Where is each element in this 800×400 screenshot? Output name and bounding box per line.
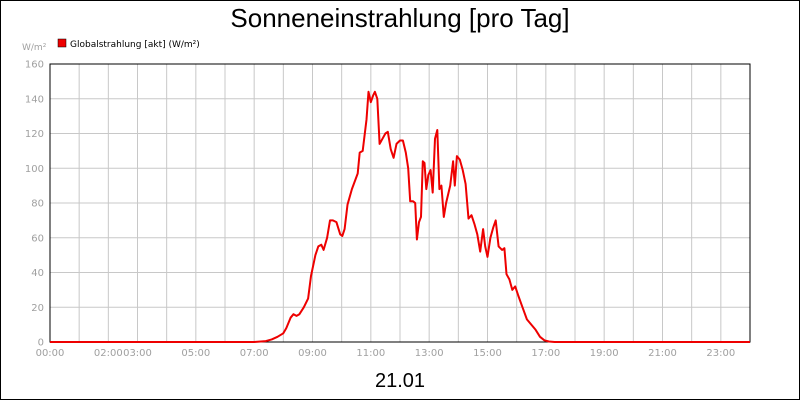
x-axis-ticks: 00:00 02:00 03:00 05:00 07:00 09:00 11:00 13:00… [36,348,736,359]
x-tick-label: 23:00 [706,348,735,359]
x-tick-label: 07:00 [240,348,269,359]
x-tick-label: 13:00 [415,348,444,359]
y-tick-label: 0 [38,338,44,349]
legend: Globalstrahlung [akt] (W/m²) [57,38,200,50]
y-tick-label: 140 [25,94,44,105]
y-tick-label: 160 [25,60,44,71]
y-tick-label: 40 [31,268,44,279]
x-tick-label: 19:00 [590,348,619,359]
x-tick-label: 05:00 [181,348,210,359]
x-tick-label: 03:00 [123,348,152,359]
y-tick-label: 20 [31,303,44,314]
y-axis-unit: W/m² [22,43,47,53]
x-tick-label: 09:00 [298,348,327,359]
legend-label: Globalstrahlung [akt] (W/m²) [70,40,200,50]
x-tick-label: 21:00 [648,348,677,359]
chart-title: Sonneneinstrahlung [pro Tag] [230,3,569,33]
x-tick-label: 17:00 [531,348,560,359]
series-group [50,90,750,343]
plot-area-border [49,63,751,343]
legend-swatch [57,38,67,48]
y-tick-label: 120 [25,129,44,140]
x-tick-label: 00:00 [36,348,65,359]
series-line-globalstrahlung [50,90,750,343]
x-tick-label: 02:00 [94,348,123,359]
x-axis-label: 21.01 [375,370,425,392]
y-tick-label: 60 [31,233,44,244]
x-tick-label: 15:00 [473,348,502,359]
grid [50,64,750,342]
y-tick-label: 80 [31,199,44,210]
x-tick-label: 11:00 [356,348,385,359]
y-tick-label: 100 [25,164,44,175]
y-axis-ticks: 0 20 40 60 80 100 120 140 160 [25,60,44,349]
